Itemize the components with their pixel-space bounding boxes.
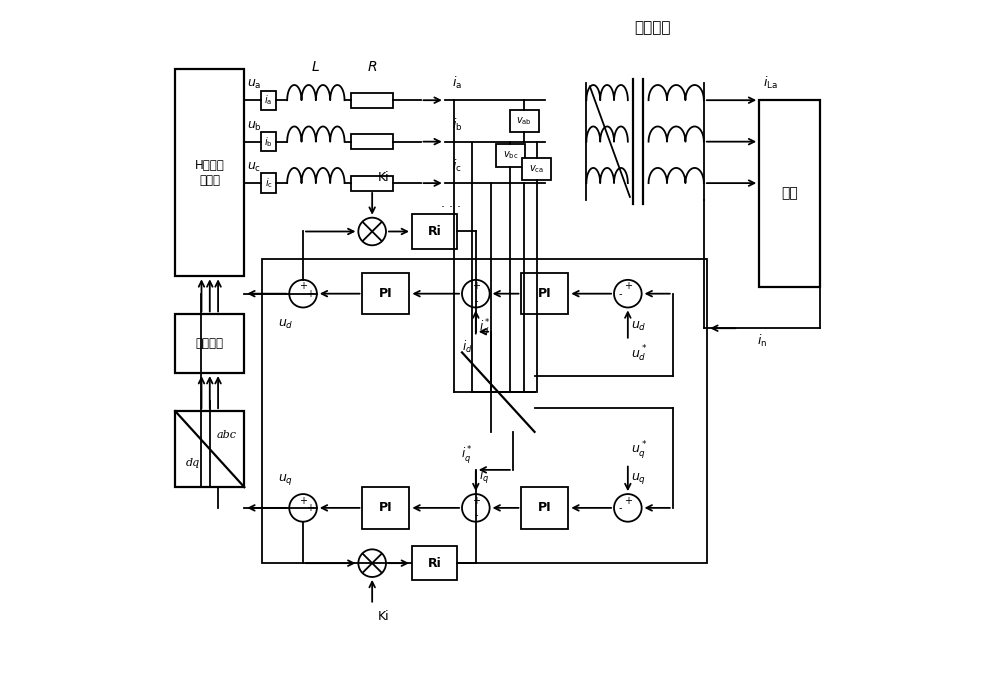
FancyBboxPatch shape: [362, 273, 409, 314]
Text: H桥级联
变换器: H桥级联 变换器: [195, 159, 225, 187]
Text: $i_{\mathrm{La}}$: $i_{\mathrm{La}}$: [763, 75, 778, 91]
Text: PI: PI: [379, 502, 393, 514]
Text: $u_{\mathrm{a}}$: $u_{\mathrm{a}}$: [247, 78, 262, 91]
Text: $v_{\mathrm{ab}}$: $v_{\mathrm{ab}}$: [516, 115, 532, 127]
FancyBboxPatch shape: [412, 214, 457, 249]
Text: abc: abc: [504, 370, 526, 383]
FancyBboxPatch shape: [351, 176, 393, 191]
Text: -: -: [474, 510, 478, 520]
Text: $i_{\mathrm{c}}$: $i_{\mathrm{c}}$: [452, 158, 461, 174]
Text: $u_{\mathrm{b}}$: $u_{\mathrm{b}}$: [247, 120, 262, 133]
Text: $L$: $L$: [311, 60, 320, 74]
Text: abc: abc: [216, 430, 236, 440]
Text: $i_q$: $i_q$: [479, 468, 489, 486]
FancyBboxPatch shape: [510, 110, 539, 132]
Text: $u_d$: $u_d$: [278, 318, 294, 331]
Text: $i_d$: $i_d$: [462, 339, 472, 354]
Text: $i_q^*$: $i_q^*$: [461, 444, 472, 466]
Text: dq: dq: [474, 401, 489, 415]
FancyBboxPatch shape: [759, 100, 820, 287]
FancyBboxPatch shape: [496, 144, 525, 167]
Text: +: +: [624, 281, 632, 292]
Text: +: +: [306, 503, 314, 513]
Text: $u_{\mathrm{c}}$: $u_{\mathrm{c}}$: [247, 161, 261, 174]
FancyBboxPatch shape: [521, 273, 568, 314]
Text: Ri: Ri: [427, 225, 441, 238]
Text: +: +: [299, 495, 307, 506]
FancyBboxPatch shape: [175, 411, 244, 487]
FancyBboxPatch shape: [262, 259, 707, 563]
Text: $v_{\mathrm{bc}}$: $v_{\mathrm{bc}}$: [503, 149, 518, 162]
Text: $i_d^*$: $i_d^*$: [479, 318, 491, 338]
Text: $i_{\mathrm{b}}$: $i_{\mathrm{b}}$: [264, 135, 273, 149]
Text: $i_{\mathrm{c}}$: $i_{\mathrm{c}}$: [265, 176, 273, 190]
Text: $u_q$: $u_q$: [631, 471, 646, 486]
FancyBboxPatch shape: [175, 69, 244, 276]
FancyBboxPatch shape: [522, 158, 551, 180]
Text: $i_{\mathrm{b}}$: $i_{\mathrm{b}}$: [452, 117, 462, 133]
Text: +: +: [306, 289, 314, 299]
FancyBboxPatch shape: [261, 132, 276, 151]
Text: dq: dq: [185, 458, 200, 468]
Text: $u_q$: $u_q$: [278, 472, 293, 487]
Text: +: +: [472, 281, 480, 292]
Text: $i_{\mathrm{n}}$: $i_{\mathrm{n}}$: [757, 332, 767, 349]
FancyBboxPatch shape: [521, 487, 568, 529]
Text: Ri: Ri: [427, 557, 441, 569]
FancyBboxPatch shape: [261, 91, 276, 110]
Text: -: -: [619, 289, 622, 299]
FancyBboxPatch shape: [351, 134, 393, 149]
Text: $i_{\mathrm{Lb}}$: $i_{\mathrm{Lb}}$: [763, 117, 778, 133]
Text: -: -: [619, 503, 622, 513]
Text: 负载: 负载: [781, 187, 798, 200]
Text: $u_d$: $u_d$: [631, 320, 647, 333]
Text: $i_{\mathrm{a}}$: $i_{\mathrm{a}}$: [452, 75, 462, 91]
Text: 降压配变: 降压配变: [634, 20, 670, 35]
Text: $i_{\mathrm{Lc}}$: $i_{\mathrm{Lc}}$: [763, 158, 777, 174]
Text: +: +: [472, 495, 480, 506]
Text: $u_d^*$: $u_d^*$: [631, 343, 648, 363]
FancyBboxPatch shape: [362, 487, 409, 529]
Text: +: +: [624, 495, 632, 506]
Text: $u_q^*$: $u_q^*$: [631, 439, 648, 461]
Text: -: -: [474, 296, 478, 306]
Text: Ki: Ki: [378, 171, 389, 184]
FancyBboxPatch shape: [261, 173, 276, 193]
Text: · · ·: · · ·: [441, 201, 461, 214]
Text: $i_{\mathrm{a}}$: $i_{\mathrm{a}}$: [264, 93, 273, 107]
Text: $v_{\mathrm{ca}}$: $v_{\mathrm{ca}}$: [529, 163, 544, 176]
FancyBboxPatch shape: [351, 93, 393, 108]
Text: PI: PI: [379, 287, 393, 300]
FancyBboxPatch shape: [175, 314, 244, 373]
Text: PI: PI: [538, 502, 552, 514]
Text: $R$: $R$: [367, 60, 377, 74]
Text: 载波调制: 载波调制: [196, 337, 224, 350]
FancyBboxPatch shape: [462, 352, 535, 432]
Text: +: +: [299, 281, 307, 292]
FancyBboxPatch shape: [412, 546, 457, 580]
Text: PI: PI: [538, 287, 552, 300]
Text: Ki: Ki: [378, 610, 389, 623]
